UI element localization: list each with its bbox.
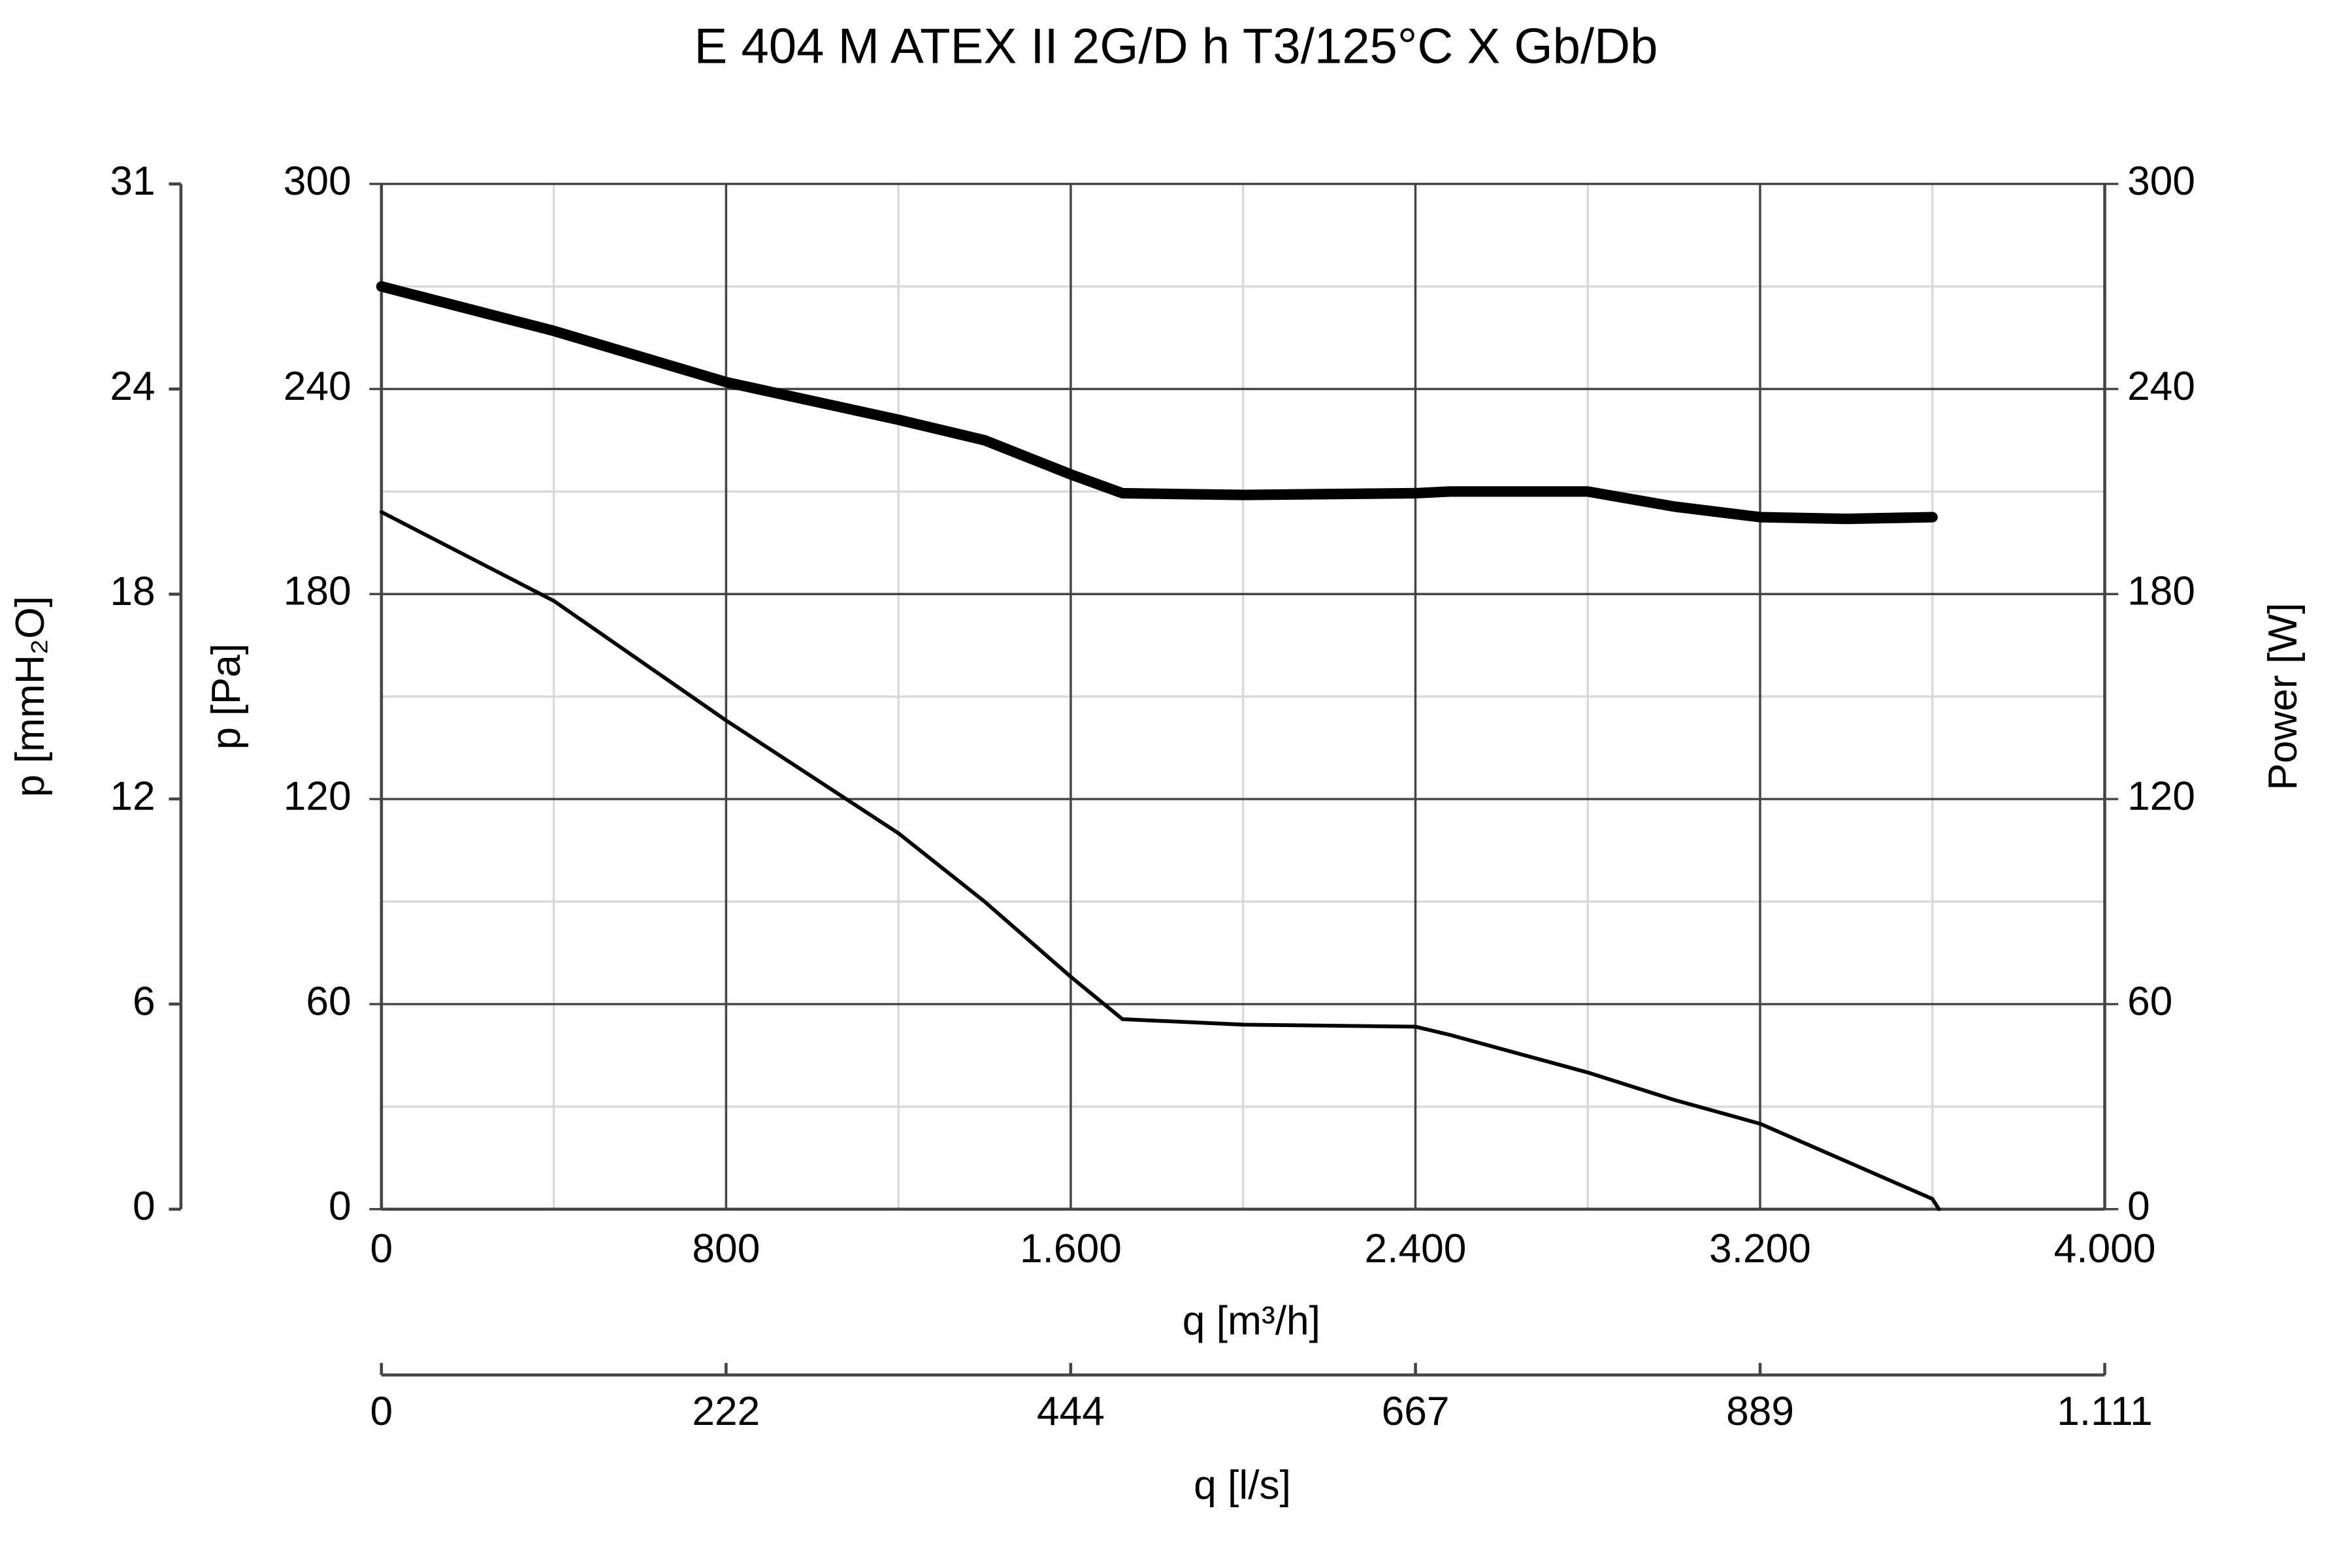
x2-axis-label: q [l/s] xyxy=(1194,1463,1291,1508)
x2-tick-label: 444 xyxy=(1037,1389,1105,1434)
chart-title: E 404 M ATEX II 2G/D h T3/125°C X Gb/Db xyxy=(694,18,1658,74)
x-tick-label: 3.200 xyxy=(1709,1226,1811,1271)
curve xyxy=(379,510,1941,1211)
y3-tick-label: 0 xyxy=(133,1184,155,1229)
x-tick-label: 800 xyxy=(692,1226,760,1271)
y2-tick-label: 120 xyxy=(2127,774,2195,819)
y3-tick-label: 31 xyxy=(110,159,155,204)
y-tick-label: 240 xyxy=(284,364,351,409)
y-tick-label: 0 xyxy=(329,1184,351,1229)
y-tick-label: 60 xyxy=(306,979,351,1024)
curve xyxy=(376,281,1938,525)
y2-tick-label: 0 xyxy=(2127,1184,2150,1229)
y2-tick-label: 180 xyxy=(2127,569,2195,614)
y-tick-label: 120 xyxy=(284,774,351,819)
y3-tick-label: 18 xyxy=(110,569,155,614)
y-tick-label: 300 xyxy=(284,159,351,204)
y-tick-label: 180 xyxy=(284,569,351,614)
x-tick-label: 2.400 xyxy=(1365,1226,1467,1271)
y2-axis-label: Power [W] xyxy=(2261,602,2306,790)
x2-tick-label: 0 xyxy=(370,1389,393,1434)
x2-tick-label: 1.111 xyxy=(2057,1389,2153,1434)
y2-tick-label: 240 xyxy=(2127,364,2195,409)
y3-tick-label: 24 xyxy=(110,364,155,409)
y3-tick-label: 12 xyxy=(110,774,155,819)
y3-axis-label: p [mmH₂O] xyxy=(8,596,53,797)
x2-tick-label: 889 xyxy=(1726,1389,1794,1434)
y2-tick-label: 60 xyxy=(2127,979,2172,1024)
x-axis-label: q [m³/h] xyxy=(1183,1299,1320,1344)
x2-tick-label: 222 xyxy=(692,1389,760,1434)
x2-tick-label: 667 xyxy=(1382,1389,1450,1434)
x-tick-label: 4.000 xyxy=(2054,1226,2156,1271)
y-axis-label: p [Pa] xyxy=(204,644,249,750)
x-tick-label: 0 xyxy=(370,1226,393,1271)
y2-tick-label: 300 xyxy=(2127,159,2195,204)
x-tick-label: 1.600 xyxy=(1020,1226,1122,1271)
y3-tick-label: 6 xyxy=(133,979,155,1024)
